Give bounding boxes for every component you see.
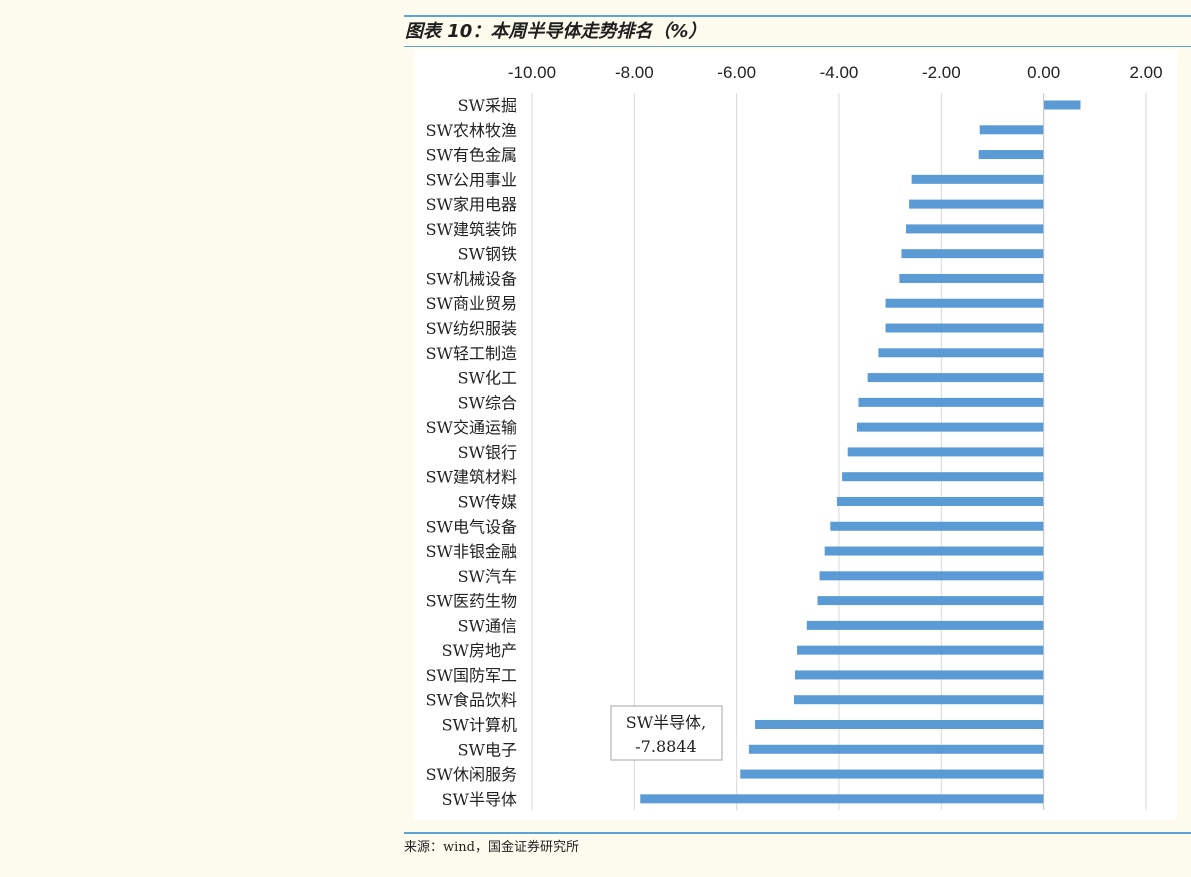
bar: [836, 496, 1044, 506]
figure-title: 图表 10：本周半导体走势排名（%）: [405, 21, 707, 42]
category-label: SW半导体: [442, 790, 517, 809]
source-note: 来源：wind，国金证券研究所: [404, 840, 579, 855]
annotation-label: SW半导体,: [626, 713, 707, 732]
bar: [797, 645, 1044, 655]
category-label: SW电子: [458, 740, 517, 759]
bar: [824, 546, 1044, 556]
category-label: SW银行: [458, 443, 517, 462]
category-label: SW化工: [458, 369, 517, 388]
bar: [793, 695, 1044, 705]
bar: [794, 670, 1044, 680]
x-tick-label: 2.00: [1129, 63, 1162, 82]
category-label: SW公用事业: [426, 170, 517, 189]
bar: [819, 571, 1044, 581]
bar: [817, 596, 1044, 606]
annotation-box: [610, 705, 723, 761]
category-label: SW纺织服装: [426, 319, 517, 338]
bar: [858, 397, 1044, 407]
bar: [830, 521, 1044, 531]
x-tick-label: -6.00: [717, 63, 756, 82]
category-label: SW农林牧渔: [426, 121, 517, 140]
bar: [979, 125, 1044, 135]
x-tick-label: -2.00: [922, 63, 961, 82]
category-label: SW房地产: [442, 641, 517, 660]
annotation-value: -7.8844: [635, 737, 696, 756]
category-label: SW休闲服务: [426, 765, 517, 784]
title-rule: [404, 46, 1191, 47]
bar: [640, 794, 1044, 804]
category-label: SW综合: [458, 393, 517, 412]
category-label: SW通信: [458, 616, 517, 635]
category-label: SW有色金属: [426, 146, 517, 165]
bar: [806, 620, 1044, 630]
plot-area: [414, 50, 1177, 820]
bottom-rule: [404, 832, 1191, 834]
bar: [867, 373, 1044, 383]
category-label: SW商业贸易: [426, 294, 517, 313]
bar: [911, 174, 1044, 184]
category-label: SW计算机: [442, 716, 517, 735]
category-label: SW建筑装饰: [426, 220, 517, 239]
bar: [856, 422, 1044, 432]
bar: [909, 199, 1044, 209]
bar: [847, 447, 1044, 457]
x-tick-label: -4.00: [820, 63, 859, 82]
category-label: SW轻工制造: [426, 344, 517, 363]
category-label: SW建筑材料: [426, 468, 517, 487]
bar: [885, 323, 1044, 333]
bar: [740, 769, 1044, 779]
category-label: SW采掘: [458, 96, 517, 115]
category-label: SW交通运输: [426, 418, 517, 437]
bar: [901, 249, 1044, 259]
top-rule: [404, 15, 1191, 17]
category-label: SW国防军工: [426, 666, 517, 685]
category-label: SW电气设备: [426, 517, 517, 536]
category-label: SW汽车: [458, 567, 517, 586]
category-label: SW机械设备: [426, 269, 517, 288]
category-label: SW食品饮料: [426, 691, 517, 710]
x-tick-label: -10.00: [508, 63, 556, 82]
category-label: SW传媒: [458, 492, 517, 511]
bar: [842, 472, 1044, 482]
x-tick-label: -8.00: [615, 63, 654, 82]
bar: [906, 224, 1044, 234]
bar: [1043, 100, 1081, 110]
bar: [885, 298, 1044, 308]
bar: [748, 744, 1044, 754]
category-label: SW钢铁: [458, 245, 517, 264]
category-label: SW非银金融: [426, 542, 517, 561]
category-label: SW家用电器: [426, 195, 517, 214]
bar: [978, 150, 1044, 160]
bar: [755, 720, 1044, 729]
bar: [899, 273, 1044, 283]
bar: [878, 348, 1044, 358]
category-label: SW医药生物: [426, 592, 517, 611]
x-tick-label: 0.00: [1027, 63, 1060, 82]
